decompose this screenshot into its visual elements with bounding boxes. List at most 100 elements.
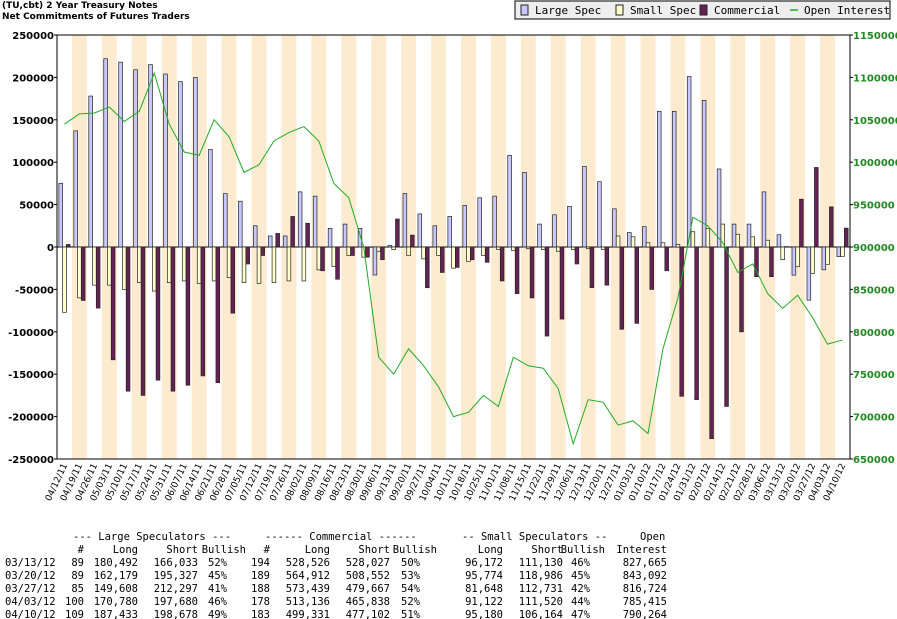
table-cell: 785,415 — [623, 596, 667, 608]
table-cell: 41% — [208, 583, 228, 595]
table-cell: 564,912 — [286, 570, 330, 582]
table-group-header: ------ Commercial ------ — [265, 531, 417, 543]
bar — [619, 246, 625, 330]
table-column-header: Bullish — [393, 544, 437, 556]
table-cell: 843,092 — [623, 570, 667, 582]
open-interest-line — [64, 71, 843, 446]
table-cell: 53% — [401, 570, 421, 582]
bar — [316, 246, 322, 271]
table-cell: 212,297 — [154, 583, 198, 595]
table-column-header: Long — [113, 544, 138, 556]
bar — [440, 246, 445, 273]
y-tick-label: -100000 — [8, 328, 54, 339]
bar — [455, 246, 460, 268]
bar — [821, 246, 827, 271]
bar — [627, 232, 632, 248]
table-column-header: Long — [305, 544, 330, 556]
table-cell: 827,665 — [623, 557, 667, 569]
table-cell: 111,130 — [519, 557, 563, 569]
bar — [211, 246, 217, 282]
bar — [556, 246, 561, 252]
bar — [612, 208, 617, 248]
bar — [499, 246, 505, 282]
bar — [529, 246, 535, 299]
table-cell: 162,179 — [94, 570, 138, 582]
bar — [466, 246, 471, 262]
table-cell: 178 — [251, 596, 270, 608]
y-tick-label: -150000 — [8, 370, 54, 381]
table-cell: 194 — [251, 557, 270, 569]
table-cell: 189 — [251, 570, 270, 582]
table-cell: 89 — [71, 570, 84, 582]
bar — [522, 172, 527, 248]
bar — [140, 246, 146, 396]
bar — [226, 246, 232, 278]
bar — [170, 246, 176, 392]
bar — [301, 246, 307, 282]
table-cell: 47% — [571, 609, 591, 619]
y-tick-label: 0 — [47, 243, 54, 254]
bar — [746, 223, 752, 248]
table-cell: 50% — [401, 557, 421, 569]
table-date: 03/13/12 — [5, 557, 56, 569]
bar — [137, 246, 142, 283]
bar — [357, 227, 363, 248]
y-tick-label: -50000 — [15, 285, 54, 296]
bar — [604, 246, 610, 286]
bar — [507, 155, 512, 248]
table-date: 04/10/12 — [5, 609, 56, 619]
bar — [402, 193, 408, 248]
bar — [761, 191, 767, 248]
bar — [840, 246, 845, 257]
bar — [133, 69, 138, 248]
y-tick-label: 250000 — [12, 31, 54, 42]
y2-tick-label: 950000 — [853, 201, 895, 212]
table-cell: 170,780 — [94, 596, 138, 608]
table-cell: 96,172 — [465, 557, 503, 569]
table-cell: 187,433 — [94, 609, 138, 619]
bar — [155, 246, 161, 381]
bar — [600, 246, 606, 250]
chart-title: (TU,cbt) 2 Year Treasury Notes — [2, 1, 158, 11]
bar — [410, 234, 415, 248]
table-cell: 180,492 — [94, 557, 138, 569]
y-tick-label: 150000 — [12, 116, 54, 127]
table-column-header: Bullish — [561, 544, 605, 556]
bar — [724, 246, 729, 407]
table-group-header: --- Large Speculators --- — [73, 531, 231, 543]
table-column-header: Short — [531, 544, 563, 556]
bar — [469, 246, 475, 261]
table-column-header: # — [78, 544, 85, 556]
bar — [462, 205, 467, 248]
bar — [567, 205, 572, 248]
table-cell: 790,264 — [623, 609, 667, 619]
legend-label: Large Spec — [535, 4, 601, 17]
bar — [791, 246, 797, 276]
table-date: 04/03/12 — [5, 596, 56, 608]
bar — [739, 246, 744, 333]
bar — [223, 193, 228, 248]
bar — [642, 226, 647, 248]
bar — [552, 214, 557, 248]
y2-tick-label: 900000 — [853, 243, 895, 254]
bar — [657, 110, 662, 248]
legend-label: Open Interest — [804, 4, 890, 17]
table-cell: 45% — [571, 570, 591, 582]
bar — [671, 110, 677, 248]
table-cell: 49% — [208, 609, 228, 619]
bar — [496, 246, 501, 250]
bar — [286, 246, 292, 282]
bar — [425, 246, 430, 289]
bar — [765, 239, 770, 248]
table-cell: 44% — [571, 596, 591, 608]
table-cell: 109 — [65, 609, 84, 619]
table-cell: 465,838 — [346, 596, 390, 608]
bar — [484, 246, 490, 263]
legend-label: Small Spec — [630, 4, 696, 17]
bar — [649, 246, 654, 290]
y2-tick-label: 750000 — [853, 370, 895, 381]
bar — [750, 236, 755, 248]
bar — [537, 223, 542, 248]
bar — [95, 246, 101, 309]
